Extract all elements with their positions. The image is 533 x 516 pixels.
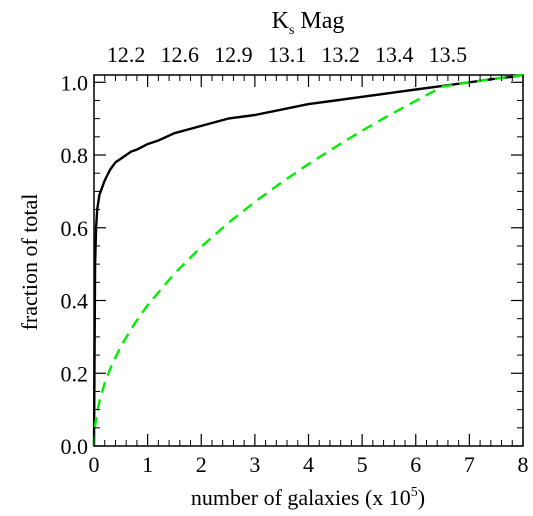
x-tick-label: 8 <box>518 452 529 477</box>
x-tick-label: 0 <box>89 452 100 477</box>
plot-frame <box>93 74 524 447</box>
top-tick-label: 13.4 <box>375 42 414 67</box>
top-tick-label: 13.1 <box>268 42 307 67</box>
top-tick-label: 12.6 <box>161 42 200 67</box>
solid-curve <box>92 73 524 447</box>
x-axis-label: number of galaxies (x 105) <box>191 485 425 510</box>
y-tick-label: 0.4 <box>61 289 89 314</box>
x-tick-label: 6 <box>410 452 421 477</box>
dashed-curve <box>92 73 524 447</box>
top-tick-label: 12.9 <box>214 42 253 67</box>
y-tick-label: 0.2 <box>61 361 89 386</box>
top-tick-label: 13.5 <box>429 42 468 67</box>
tick-labels: 0 1 2 3 4 5 6 7 8 0.0 0.2 0.4 0.6 0.8 1.0 12.2 12.6 12.9 1… <box>61 42 529 477</box>
x-tick-label: 1 <box>142 452 153 477</box>
curves <box>92 73 524 447</box>
y-tick-label: 1.0 <box>61 70 89 95</box>
ticks <box>93 75 524 447</box>
y-axis-label: fraction of total <box>17 194 42 331</box>
top-axis-label: Ks Mag <box>272 8 345 38</box>
x-tick-label: 7 <box>464 452 475 477</box>
y-tick-label: 0.8 <box>61 143 89 168</box>
x-tick-label: 2 <box>196 452 207 477</box>
top-tick-label: 12.2 <box>107 42 146 67</box>
x-tick-label: 3 <box>249 452 260 477</box>
y-tick-label: 0.0 <box>61 434 89 459</box>
plot-area <box>93 74 524 447</box>
x-tick-label: 5 <box>357 452 368 477</box>
top-tick-label: 13.2 <box>321 42 360 67</box>
x-tick-label: 4 <box>303 452 314 477</box>
y-tick-label: 0.6 <box>61 216 89 241</box>
